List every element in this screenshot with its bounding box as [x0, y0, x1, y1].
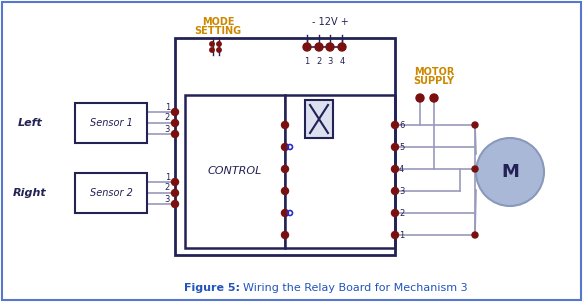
Text: Right: Right — [13, 188, 47, 198]
Circle shape — [217, 48, 221, 52]
Circle shape — [338, 43, 346, 51]
FancyBboxPatch shape — [75, 103, 147, 143]
Text: 1: 1 — [165, 172, 170, 182]
Text: 4: 4 — [399, 165, 404, 174]
Circle shape — [303, 43, 311, 51]
Text: 2: 2 — [165, 114, 170, 123]
FancyBboxPatch shape — [305, 100, 333, 138]
Text: 5: 5 — [399, 143, 404, 152]
Circle shape — [416, 94, 424, 102]
Text: 1: 1 — [399, 230, 404, 239]
Text: 1: 1 — [304, 57, 310, 66]
Circle shape — [430, 94, 438, 102]
Text: 2: 2 — [165, 184, 170, 192]
Circle shape — [392, 143, 399, 150]
Circle shape — [210, 42, 214, 46]
Circle shape — [210, 48, 214, 52]
Text: - 12V +: - 12V + — [312, 17, 349, 27]
Text: 2: 2 — [399, 208, 404, 217]
Text: 3: 3 — [399, 187, 405, 195]
Circle shape — [315, 43, 323, 51]
Text: M: M — [501, 163, 519, 181]
Circle shape — [171, 201, 178, 207]
Text: 3: 3 — [164, 194, 170, 204]
Circle shape — [392, 232, 399, 239]
Text: MOTOR: MOTOR — [414, 67, 454, 77]
Circle shape — [472, 166, 478, 172]
FancyBboxPatch shape — [75, 173, 147, 213]
Text: 3: 3 — [164, 124, 170, 133]
Text: 3: 3 — [327, 57, 333, 66]
Circle shape — [171, 120, 178, 127]
Text: MODE: MODE — [202, 17, 234, 27]
Text: 2: 2 — [317, 57, 322, 66]
Circle shape — [392, 121, 399, 128]
Circle shape — [472, 232, 478, 238]
Circle shape — [282, 121, 289, 128]
Text: 6: 6 — [399, 120, 405, 130]
Circle shape — [171, 178, 178, 185]
Circle shape — [217, 42, 221, 46]
Circle shape — [282, 143, 289, 150]
Circle shape — [171, 108, 178, 115]
Circle shape — [392, 165, 399, 172]
FancyBboxPatch shape — [185, 95, 285, 248]
Circle shape — [171, 130, 178, 137]
Circle shape — [392, 188, 399, 194]
Text: CONTROL: CONTROL — [208, 166, 262, 176]
Circle shape — [282, 188, 289, 194]
Text: Sensor 2: Sensor 2 — [90, 188, 132, 198]
Circle shape — [282, 210, 289, 217]
Circle shape — [282, 165, 289, 172]
Circle shape — [282, 232, 289, 239]
Circle shape — [171, 189, 178, 197]
Circle shape — [392, 210, 399, 217]
Circle shape — [472, 122, 478, 128]
Text: Sensor 1: Sensor 1 — [90, 118, 132, 128]
Text: Wiring the Relay Board for Mechanism 3: Wiring the Relay Board for Mechanism 3 — [243, 283, 468, 293]
Circle shape — [476, 138, 544, 206]
Text: 1: 1 — [165, 102, 170, 111]
Text: SETTING: SETTING — [195, 26, 241, 36]
FancyBboxPatch shape — [285, 95, 395, 248]
Text: 4: 4 — [339, 57, 345, 66]
Text: SUPPLY: SUPPLY — [413, 76, 455, 86]
Circle shape — [326, 43, 334, 51]
Text: Left: Left — [17, 118, 43, 128]
Text: Figure 5:: Figure 5: — [184, 283, 240, 293]
